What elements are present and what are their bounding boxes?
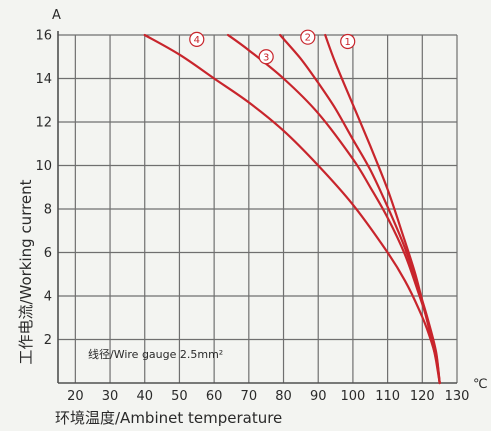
y-axis-unit: A [52,8,61,23]
x-tick-label: 90 [310,389,327,404]
curve-label-2: 2 [305,33,311,44]
x-axis-label: 环境温度/Ambinet temperature [55,409,282,427]
curve-4 [143,33,441,385]
curve-label-circle-1 [340,33,356,50]
curve-label-circle-4 [189,31,205,47]
y-tick-label: 14 [35,72,52,87]
grid-layer [58,34,458,383]
curve-label-3: 3 [263,52,269,63]
curve-label-circle-3 [258,49,274,65]
label-layer: 1 2 3 4 [189,29,356,65]
y-tick-label: 8 [44,203,52,218]
x-tick-label: 100 [340,389,365,404]
series-layer [143,33,441,385]
x-tick-label: 50 [171,389,188,404]
y-tick-label: 6 [44,246,52,261]
curve-3 [226,33,441,385]
x-tick-label: 30 [102,389,119,404]
y-tick-label: 12 [35,116,52,131]
x-axis-unit: ℃ [473,377,488,392]
y-tick-label: 16 [35,29,52,44]
x-tick-label: 20 [67,389,84,404]
y-axis-label: 工作电流/Working current [17,179,35,364]
curve-label-circle-2 [300,29,316,45]
curve-label-1: 1 [345,37,351,48]
x-tick-label: 70 [241,389,258,404]
y-tick-label: 4 [44,290,52,305]
x-tick-label: 120 [410,389,435,404]
x-tick-label: 80 [275,389,292,404]
x-tick-label: 110 [375,389,400,404]
curve-label-4: 4 [194,35,200,46]
y-tick-label: 10 [35,159,52,174]
x-tick-label: 40 [136,389,153,404]
x-tick-label: 60 [206,389,223,404]
y-tick-label: 2 [44,333,52,348]
x-tick-label: 130 [445,389,470,404]
wire-gauge-note: 线径/Wire gauge 2.5mm² [88,347,223,361]
